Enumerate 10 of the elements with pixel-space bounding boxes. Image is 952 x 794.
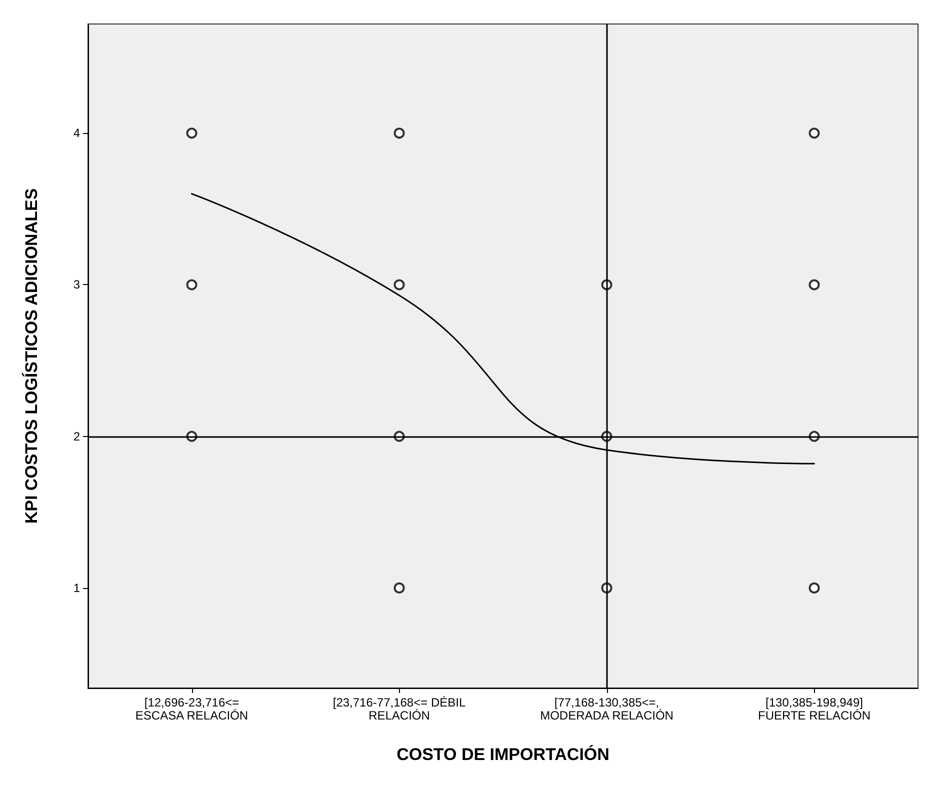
- x-axis-title: COSTO DE IMPORTACIÓN: [396, 744, 610, 764]
- y-tick-label: 2: [73, 429, 80, 444]
- y-tick-label: 4: [73, 126, 80, 140]
- y-axis-title: KPI COSTOS LOGÍSTICOS ADICIONALES: [21, 188, 41, 524]
- y-tick-label: 3: [73, 278, 80, 292]
- y-tick-label: 1: [73, 580, 80, 595]
- x-tick-label: [23,716-77,168<= DÉBIL RELACIÓN: [332, 696, 466, 722]
- x-tick-label: [77,168-130,385<=, MODERADA RELACIÓN: [540, 696, 674, 722]
- x-tick-label: [130,385-198,949] FUERTE RELACIÓN: [758, 696, 870, 722]
- x-tick-label: [12,696-23,716<= ESCASA RELACIÓN: [135, 696, 248, 722]
